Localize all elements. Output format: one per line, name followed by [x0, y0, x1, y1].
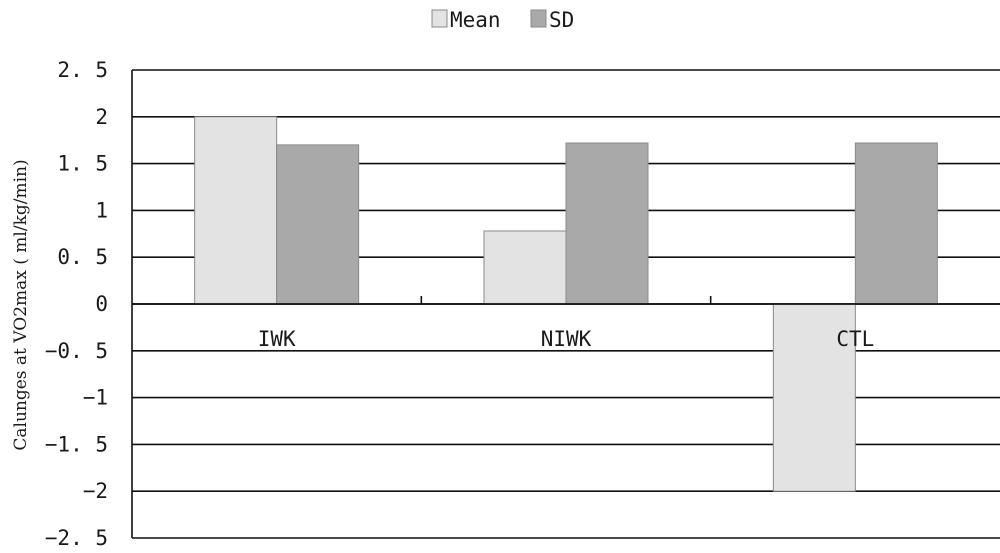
legend: Mean SD [431, 8, 574, 32]
y-tick-label: −2 [83, 479, 108, 503]
legend-swatch-mean [431, 9, 448, 28]
legend-swatch-sd [530, 9, 547, 28]
bar-sd-ctl [854, 142, 938, 305]
category-labels: IWK NIWK CTL [258, 327, 875, 351]
y-tick-label: 0 [95, 292, 108, 316]
category-label: CTL [836, 327, 874, 351]
bar-mean-ctl [772, 303, 856, 492]
category-label: NIWK [541, 327, 592, 351]
bar-mean-iwk [194, 116, 278, 305]
legend-label-sd: SD [549, 8, 574, 32]
y-tick-label: 2. 5 [57, 58, 108, 82]
y-tick-label: −0. 5 [45, 339, 108, 363]
bars [194, 116, 938, 492]
y-tick-label: −2. 5 [45, 526, 108, 550]
y-tick-label: 2 [95, 105, 108, 129]
bar-sd-iwk [276, 144, 360, 305]
y-tick-labels: 2. 5 2 1. 5 1 0. 5 0 −0. 5 −1 −1. 5 −2 −2. 5 [45, 58, 108, 550]
y-axis-label: Calunges at VO2max ( ml/kg/min) [11, 159, 31, 450]
zero-axis [132, 296, 1000, 305]
y-tick-label: −1 [83, 386, 108, 410]
category-label: IWK [258, 327, 296, 351]
y-tick-label: 0. 5 [57, 245, 108, 269]
bar-sd-niwk [565, 142, 649, 305]
y-tick-label: 1 [95, 198, 108, 222]
y-tick-label: −1. 5 [45, 432, 108, 456]
legend-label-mean: Mean [450, 8, 501, 32]
y-tick-label: 1. 5 [57, 152, 108, 176]
bar-mean-niwk [483, 230, 567, 305]
